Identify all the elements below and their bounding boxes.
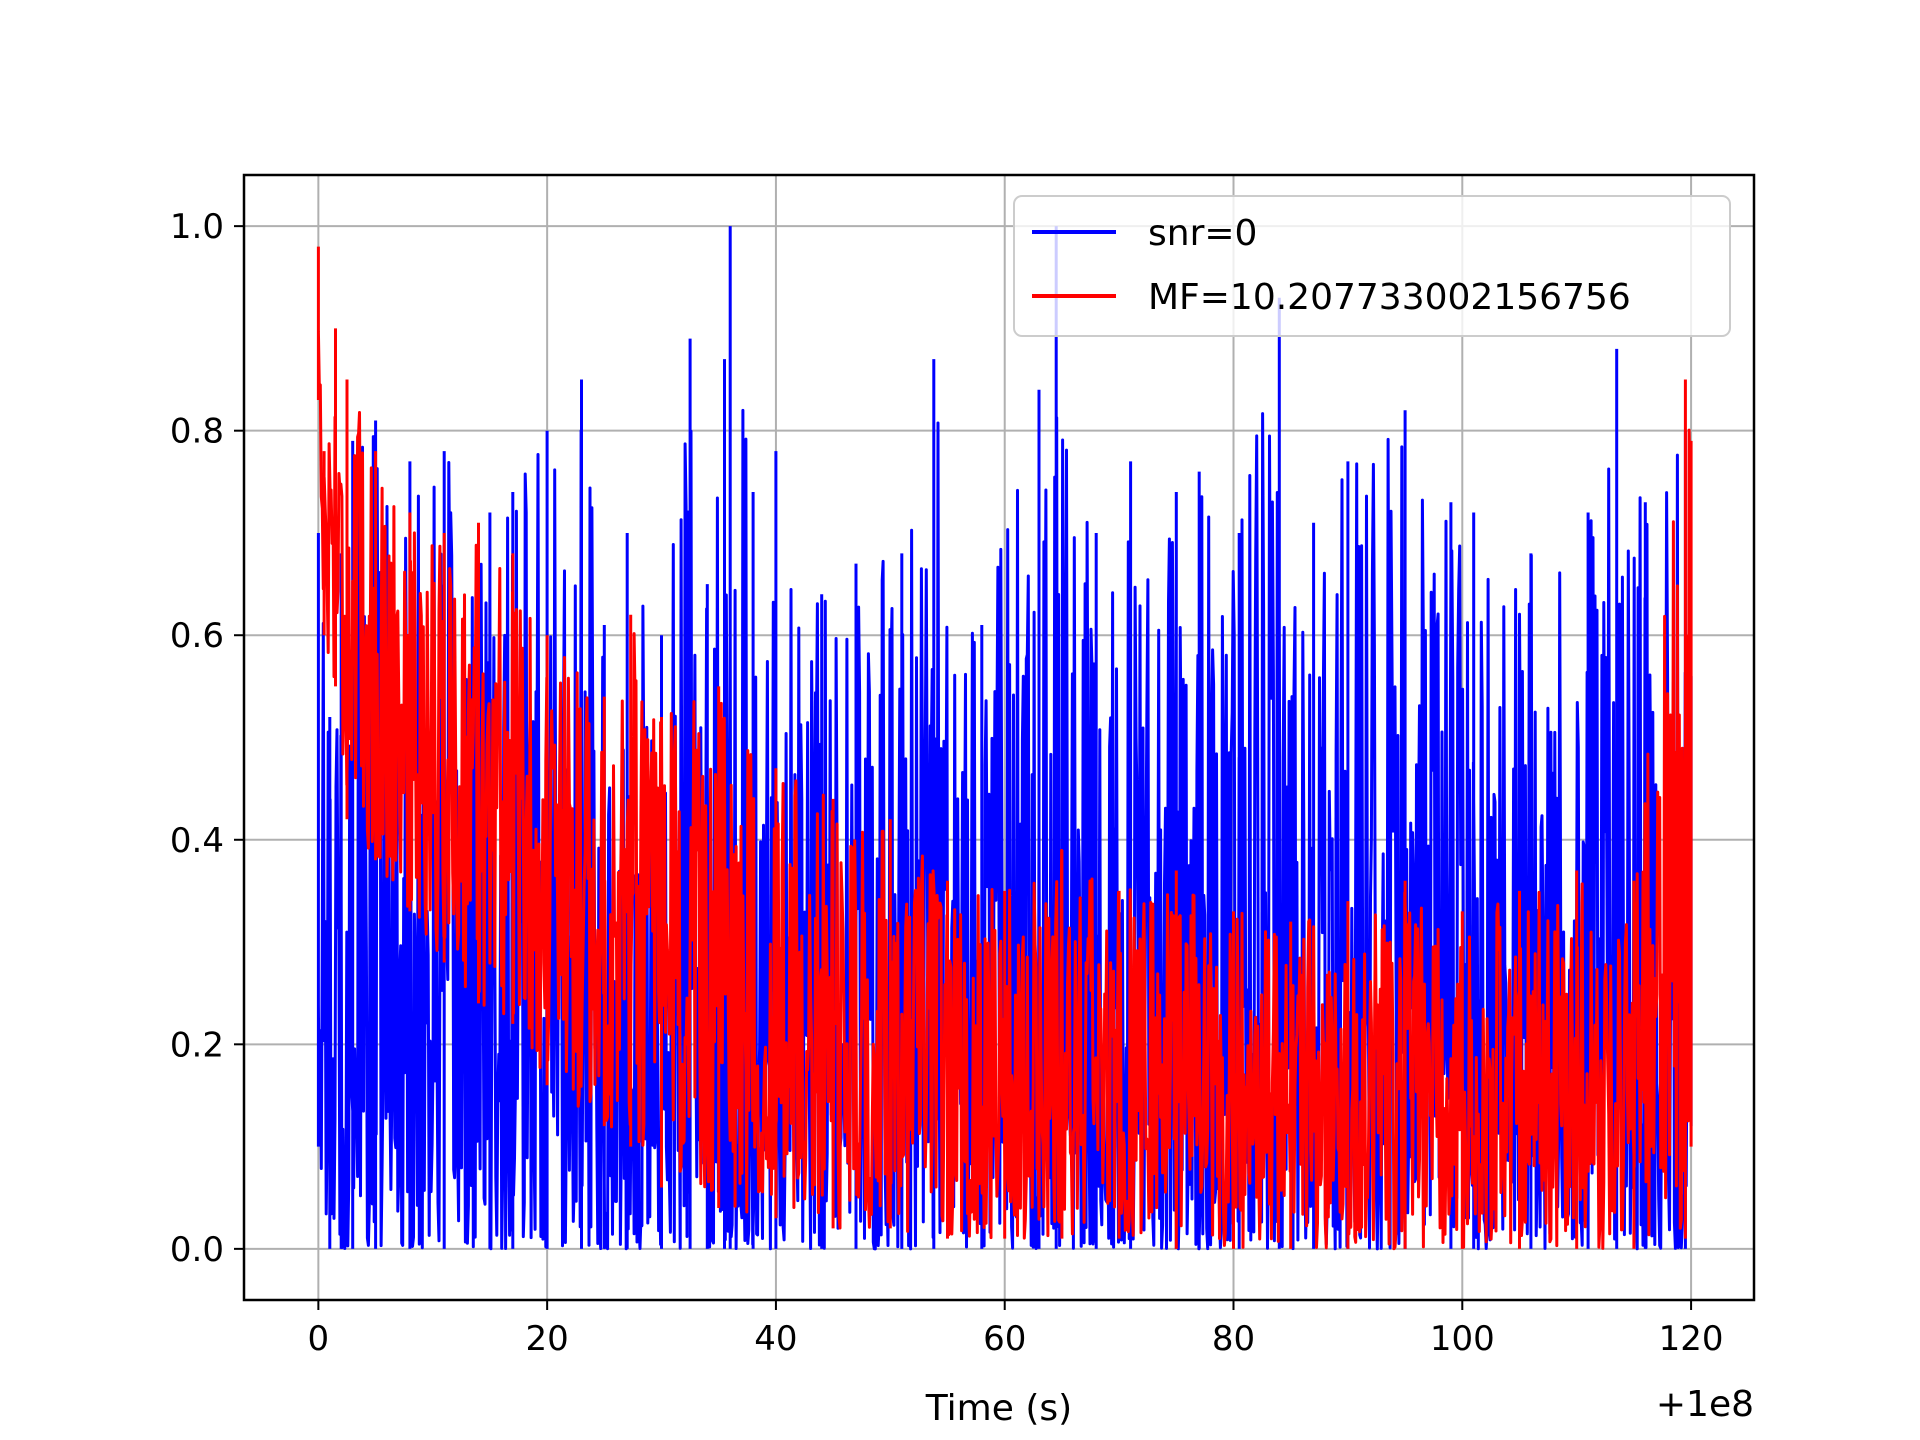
- series-line-1: [316, 246, 1693, 1251]
- x-axis-label: Time (s): [925, 1388, 1072, 1429]
- y-tick-label-5: 1.0: [170, 207, 224, 247]
- x-tick-label-3: 60: [983, 1319, 1026, 1359]
- legend: snr=0 MF=10.207733002156756: [1013, 195, 1731, 337]
- series-lines: [316, 226, 1693, 1251]
- x-tick-label-5: 100: [1430, 1319, 1495, 1359]
- y-tick-label-2: 0.4: [170, 821, 224, 861]
- legend-label-mf: MF=10.207733002156756: [1148, 277, 1631, 318]
- axis-ticks: 0 20 40 60 80 100 120 0.0 0.2 0.4 0.6 0.8 1.0: [170, 207, 1724, 1359]
- y-tick-label-1: 0.2: [170, 1025, 224, 1065]
- x-tick-label-4: 80: [1212, 1319, 1255, 1359]
- y-tick-label-4: 0.8: [170, 412, 224, 452]
- x-offset-label: +1e8: [1656, 1384, 1754, 1425]
- legend-box: [1013, 195, 1731, 337]
- legend-label-snr: snr=0: [1148, 213, 1257, 254]
- y-tick-label-0: 0.0: [170, 1230, 224, 1270]
- x-tick-label-6: 120: [1659, 1319, 1724, 1359]
- x-tick-label-1: 20: [526, 1319, 569, 1359]
- x-tick-label-2: 40: [754, 1319, 797, 1359]
- x-tick-label-0: 0: [308, 1319, 330, 1359]
- y-tick-label-3: 0.6: [170, 616, 224, 656]
- plot-frame: [242, 173, 1756, 1302]
